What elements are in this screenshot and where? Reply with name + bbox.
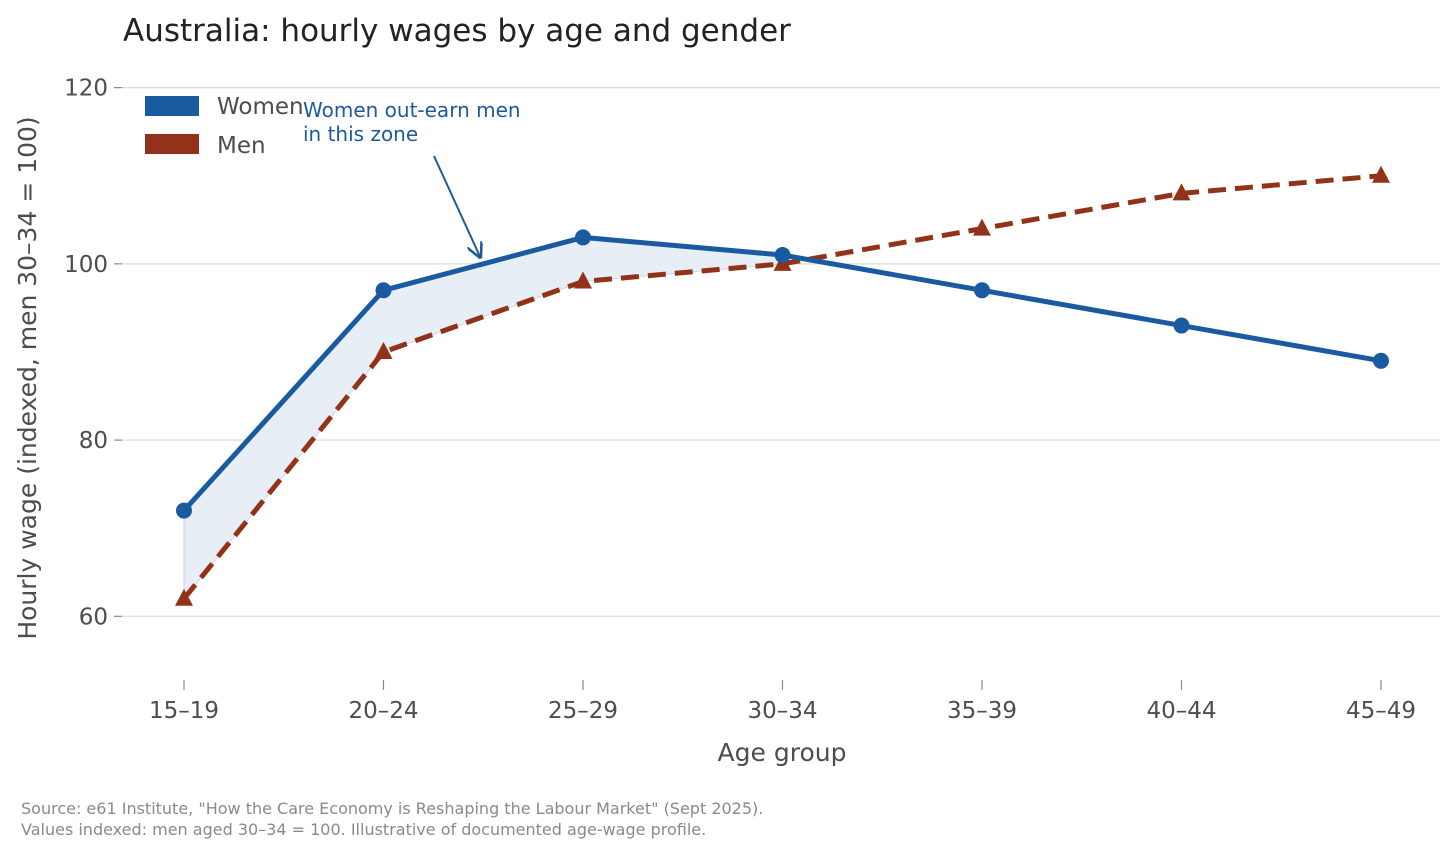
- legend-swatch-men: [145, 134, 199, 154]
- annotation-line-1: Women out-earn men: [303, 98, 521, 122]
- x-axis-label: Age group: [718, 738, 847, 767]
- y-axis-label: Hourly wage (indexed, men 30–34 = 100): [13, 116, 42, 639]
- x-tick-label: 35–39: [947, 698, 1017, 724]
- data-point-men: [973, 218, 991, 236]
- data-point-men: [1172, 183, 1191, 201]
- data-point-women: [176, 502, 192, 519]
- annotation-arrow: [433, 155, 480, 257]
- series-line-men: [182, 173, 1382, 601]
- y-axis: 60 80 100 120: [64, 76, 122, 630]
- source-line-1: Source: e61 Institute, "How the Care Eco…: [21, 799, 763, 818]
- source-line-2: Values indexed: men aged 30–34 = 100. Il…: [21, 820, 706, 839]
- data-point-women: [1373, 352, 1389, 369]
- x-tick-label: 45–49: [1346, 698, 1416, 724]
- y-tick-label: 100: [64, 252, 108, 278]
- data-point-men: [574, 271, 592, 289]
- data-point-women: [974, 282, 990, 299]
- legend-label-women: Women: [217, 94, 304, 120]
- y-tick-label: 120: [64, 76, 108, 102]
- data-point-men: [1372, 165, 1390, 183]
- data-point-men: [374, 341, 393, 359]
- y-tick-label: 80: [79, 428, 108, 454]
- legend-swatch-women: [145, 96, 199, 116]
- annotation: Women out-earn men in this zone: [303, 98, 521, 257]
- data-point-women: [774, 247, 791, 264]
- x-axis: 15–19 20–24 25–29 30–34 35–39 40–44 45–49: [149, 680, 1416, 724]
- x-tick-label: 40–44: [1146, 698, 1216, 724]
- x-tick-label: 20–24: [348, 698, 418, 724]
- y-tick-label: 60: [79, 604, 108, 630]
- women-outearn-shaded-region: [183, 236, 783, 601]
- data-point-women: [375, 282, 392, 299]
- data-point-women: [1173, 317, 1190, 334]
- data-point-women: [575, 229, 591, 246]
- chart-title: Australia: hourly wages by age and gende…: [123, 13, 791, 49]
- series-lines: [175, 165, 1390, 606]
- x-tick-label: 15–19: [149, 698, 219, 724]
- data-point-men: [175, 588, 193, 606]
- legend: Women Men: [145, 94, 304, 159]
- gridlines: [122, 87, 1440, 617]
- x-tick-label: 25–29: [548, 698, 618, 724]
- x-tick-label: 30–34: [747, 698, 817, 724]
- legend-label-men: Men: [217, 133, 266, 159]
- annotation-line-2: in this zone: [303, 122, 418, 146]
